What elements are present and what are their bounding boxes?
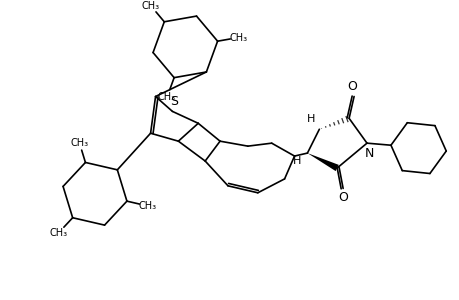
Text: S: S xyxy=(170,95,178,108)
Text: O: O xyxy=(337,191,347,204)
Text: O: O xyxy=(347,80,356,93)
Text: CH₃: CH₃ xyxy=(141,1,160,11)
Text: H: H xyxy=(293,156,301,166)
Polygon shape xyxy=(307,153,338,171)
Text: CH₃: CH₃ xyxy=(229,33,246,43)
Text: CH₃: CH₃ xyxy=(157,92,176,102)
Text: CH₃: CH₃ xyxy=(138,201,156,211)
Text: N: N xyxy=(364,147,373,160)
Text: H: H xyxy=(307,114,315,124)
Text: CH₃: CH₃ xyxy=(70,137,88,148)
Text: CH₃: CH₃ xyxy=(49,228,67,238)
